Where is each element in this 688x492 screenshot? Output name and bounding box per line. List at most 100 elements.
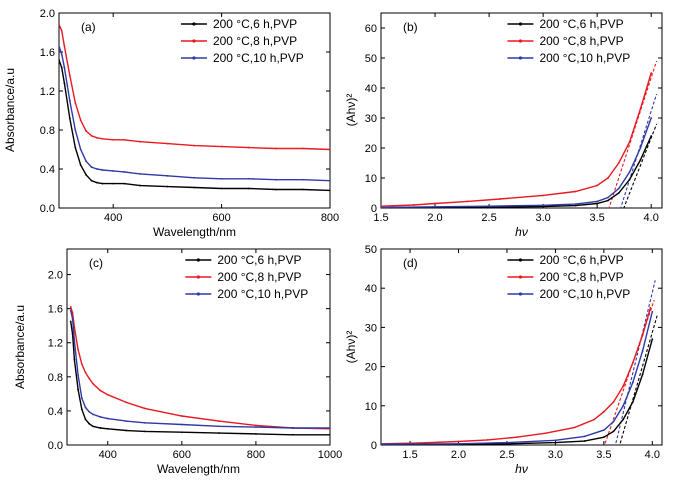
data-point [79,148,82,151]
data-point [457,442,460,445]
x-tick-label: 4.0 [645,449,660,461]
data-point [573,426,576,429]
data-point [574,204,577,207]
data-point [143,421,146,424]
y-tick-label: 50 [365,244,377,256]
panel-b: 1.5 2.0 2.5 3.0 3.5 4.0 0 10 20 30 40 50 60 hν (Ahν)² (… [344,12,663,239]
data-point [180,423,183,426]
data-point [92,413,94,416]
data-point [628,141,631,143]
data-point [583,435,586,438]
data-point [63,66,66,69]
x-tick-label: 2.0 [451,449,466,461]
data-point [99,415,102,418]
y-tick-label: 20 [365,143,377,155]
series-line-1 [59,59,330,192]
x-tick-label: 3.0 [535,212,550,224]
y-tick-label: 30 [365,113,377,125]
data-point [498,198,501,200]
data-point [544,432,547,435]
x-tick-label: 600 [212,212,230,224]
legend-marker [192,22,196,26]
y-tick-label: 1.2 [40,86,55,98]
y-axis-label: (Ahν)² [344,94,358,127]
panel-label: (b) [403,20,418,34]
data-point [220,187,223,190]
data-point [617,187,620,190]
y-tick-label: 0 [371,203,377,215]
data-point [88,377,91,380]
data-point [106,427,109,430]
data-point [77,388,80,391]
data-point [77,348,80,351]
data-point [381,206,382,208]
plot-frame [58,12,331,209]
legend-label: 200 °C,6 h,PVP [217,253,301,267]
y-tick-label: 20 [365,362,377,374]
data-point [641,350,644,352]
data-point [125,429,128,432]
series-line-2 [59,24,330,151]
data-point [112,170,115,172]
data-point [612,400,615,403]
data-point [68,99,71,102]
fit-line [619,315,658,445]
data-point [554,439,557,442]
y-axis-label: (Ahν)² [344,331,358,364]
data-point [73,358,76,361]
series-line-1 [70,321,330,436]
data-point [583,440,586,442]
fit-line [604,299,655,445]
data-point [574,203,577,206]
data-point [220,177,223,180]
data-point [651,338,654,341]
legend-label: 200 °C,8 h,PVP [213,34,297,48]
y-tick-label: 40 [365,83,377,95]
data-point [123,138,125,141]
data-point [68,117,71,120]
series-line-1 [381,135,652,208]
y-tick-label: 50 [365,53,377,65]
data-point [96,168,98,170]
data-point [166,174,169,177]
data-point [60,66,63,69]
data-point [85,173,87,176]
x-tick-label: 3.5 [590,212,605,224]
y-tick-label: 0.4 [48,406,63,418]
data-point [486,439,489,441]
legend-marker [518,292,523,296]
data-point [302,178,304,181]
data-point [90,134,93,137]
data-point [143,407,146,410]
series-line-3 [381,117,652,208]
data-point [193,176,196,179]
data-point [71,312,74,314]
x-axis-label: Wavelength/nm [157,462,240,476]
data-point [622,418,625,421]
x-tick-label: 2.0 [427,212,442,224]
data-point [73,340,76,342]
data-point [217,432,220,434]
y-tick-label: 1.2 [48,338,63,350]
y-tick-label: 1.6 [48,304,63,316]
y-tick-label: 2.0 [40,8,55,20]
y-axis-label: Absorbance/a.u [13,305,27,389]
series-line-2 [381,72,652,207]
data-point [329,148,330,151]
y-tick-label: 30 [365,322,377,334]
data-point [74,129,77,131]
data-point [612,430,615,433]
data-point [607,177,609,179]
legend-marker [518,22,523,26]
panel-label: (a) [81,20,96,34]
data-point [641,373,644,376]
data-point [74,146,77,149]
data-point [596,202,599,205]
x-tick-label: 400 [99,449,117,461]
data-point [602,410,605,413]
data-point [434,202,436,205]
data-point [506,441,508,444]
data-point [80,408,83,411]
data-point [255,426,257,429]
